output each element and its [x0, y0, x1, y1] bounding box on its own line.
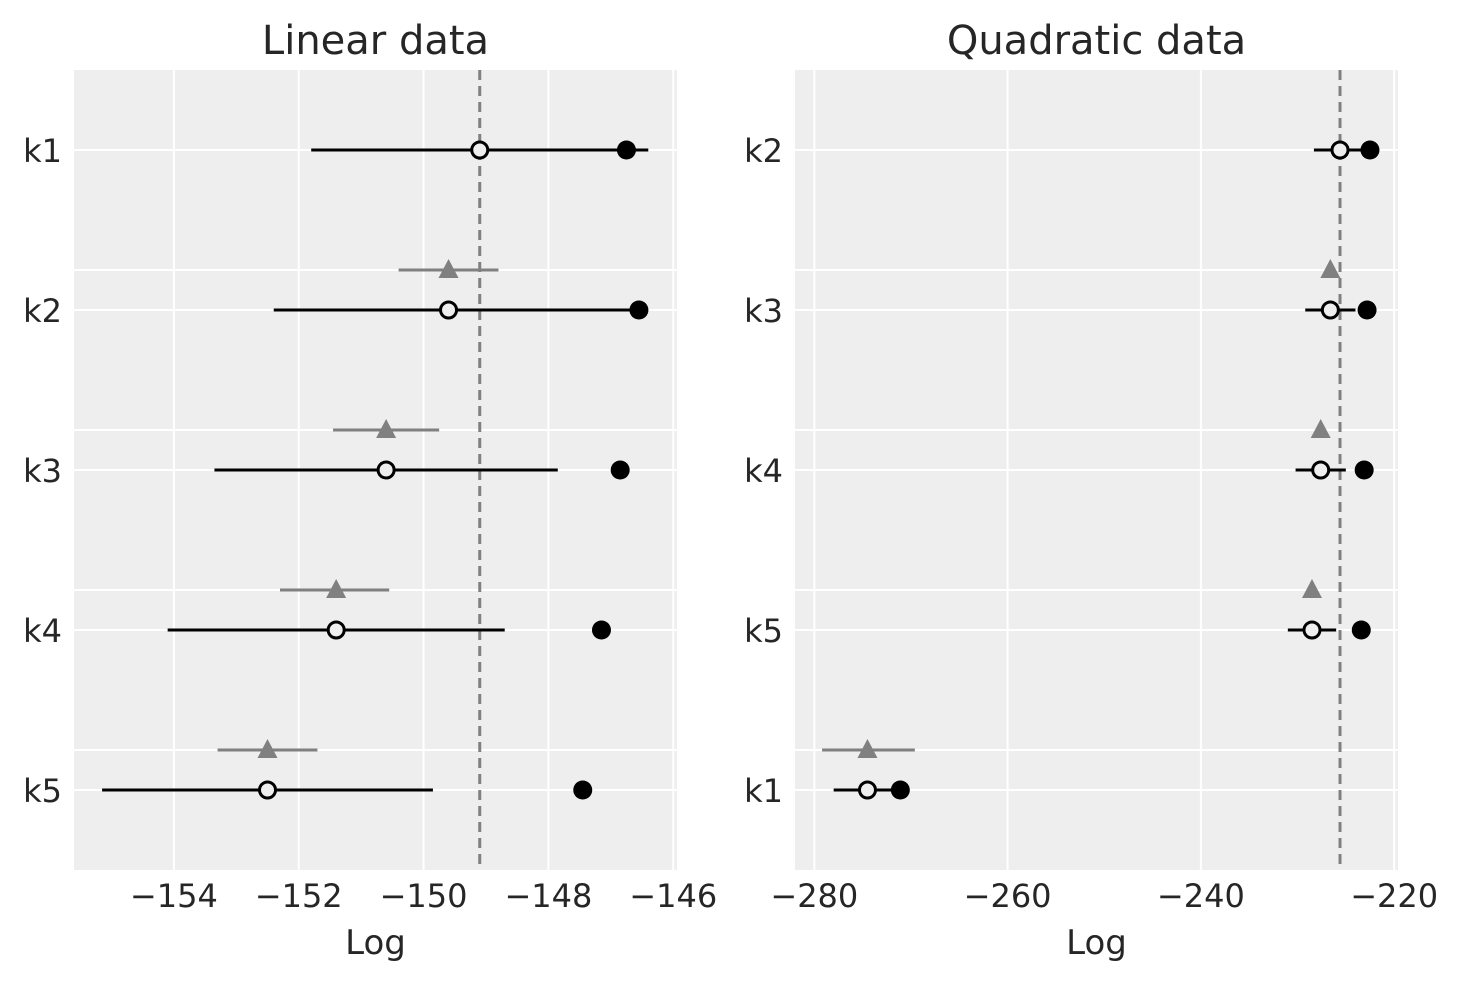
elpd-marker: [439, 300, 459, 320]
dse-marker: [376, 419, 397, 438]
dse-marker: [1301, 579, 1322, 598]
row-label: k4: [744, 452, 783, 490]
in-sample-marker: [1357, 300, 1377, 320]
quadratic-data-panel: k2 k3 k4 k5 k1 −280 −260 −240 −220 Quadratic data…: [744, 18, 1438, 963]
x-tick-label: −150: [380, 877, 468, 915]
elpd-marker: [326, 620, 346, 640]
elpd-marker: [1320, 300, 1340, 320]
in-sample-marker: [610, 460, 630, 480]
in-sample-marker: [1360, 140, 1380, 160]
in-sample-marker: [591, 620, 611, 640]
row-label: k1: [23, 132, 62, 170]
x-tick-label: −146: [629, 877, 717, 915]
x-tick-label: −260: [964, 877, 1052, 915]
x-tick-label: −220: [1350, 877, 1438, 915]
x-axis-label: Log: [345, 923, 406, 963]
in-sample-marker: [1354, 460, 1374, 480]
row-label: k3: [23, 452, 62, 490]
row-label: k3: [744, 292, 783, 330]
in-sample-marker: [616, 140, 636, 160]
dse-marker: [1320, 259, 1341, 278]
x-tick-label: −240: [1157, 877, 1245, 915]
elpd-marker: [857, 780, 877, 800]
dse-marker: [438, 259, 459, 278]
x-tick-label: −154: [130, 877, 218, 915]
elpd-marker: [470, 140, 490, 160]
x-tick-label: −280: [770, 877, 858, 915]
row-label: k2: [744, 132, 783, 170]
in-sample-marker: [890, 780, 910, 800]
dse-marker: [1310, 419, 1331, 438]
row-label: k5: [23, 772, 62, 810]
x-tick-label: −152: [255, 877, 343, 915]
dse-marker: [257, 739, 278, 758]
elpd-marker: [258, 780, 278, 800]
dse-marker: [857, 739, 878, 758]
dse-marker: [326, 579, 347, 598]
in-sample-marker: [573, 780, 593, 800]
elpd-marker: [376, 460, 396, 480]
in-sample-marker: [1351, 620, 1371, 640]
x-axis-label: Log: [1066, 923, 1127, 963]
x-tick-label: −148: [504, 877, 592, 915]
linear-data-panel: k1 k2 k3 k4 k5 −154 −152 −150 −148 −146 Linear dat…: [23, 18, 717, 963]
in-sample-marker: [629, 300, 649, 320]
row-label: k2: [23, 292, 62, 330]
row-label: k5: [744, 612, 783, 650]
chart-title: Linear data: [262, 18, 489, 64]
elpd-marker: [1330, 140, 1350, 160]
row-label: k1: [744, 772, 783, 810]
elpd-marker: [1302, 620, 1322, 640]
chart-title: Quadratic data: [947, 18, 1246, 64]
row-label: k4: [23, 612, 62, 650]
elpd-marker: [1311, 460, 1331, 480]
